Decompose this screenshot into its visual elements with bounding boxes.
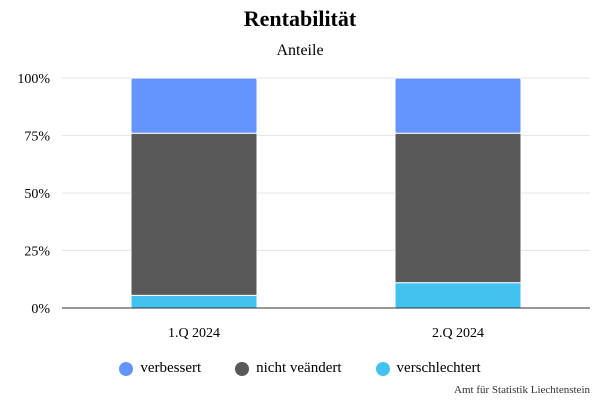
source-credit: Amt für Statistik Liechtenstein [454, 384, 590, 396]
y-tick-label: 0% [31, 302, 50, 317]
y-tick-label: 25% [24, 245, 50, 260]
x-tick-label: 2.Q 2024 [432, 326, 484, 341]
legend-label-nicht-veaendert: nicht veändert [256, 360, 342, 376]
y-tick-label: 50% [24, 187, 50, 202]
bar-segment-3 [394, 77, 522, 134]
legend-label-verbessert: verbessert [140, 360, 202, 376]
legend-swatch-nicht-veaendert [235, 361, 250, 376]
legend-swatch-verbessert [119, 361, 134, 376]
x-tick-label: 1.Q 2024 [168, 326, 220, 341]
y-tick-label: 75% [24, 130, 50, 145]
legend-item-verbessert[interactable]: verbessert [119, 360, 201, 377]
legend-item-nicht-veaendert[interactable]: nicht veändert [235, 360, 342, 377]
y-tick-label: 100% [17, 72, 50, 87]
legend-label-verschlechtert: verschlechtert [396, 360, 481, 376]
bar-segment-1 [394, 282, 522, 309]
chart-subtitle: Anteile [276, 42, 324, 59]
bar-segment-2 [130, 132, 258, 296]
bar-segment-1 [130, 294, 258, 309]
legend-swatch-verschlechtert [375, 361, 390, 376]
legend-item-verschlechtert[interactable]: verschlechtert [375, 360, 481, 377]
bar-segment-2 [394, 132, 522, 284]
chart-title: Rentabilität [243, 6, 357, 31]
legend: verbessert nicht veändert verschlechtert [0, 360, 600, 377]
bar-segment-3 [130, 77, 258, 134]
